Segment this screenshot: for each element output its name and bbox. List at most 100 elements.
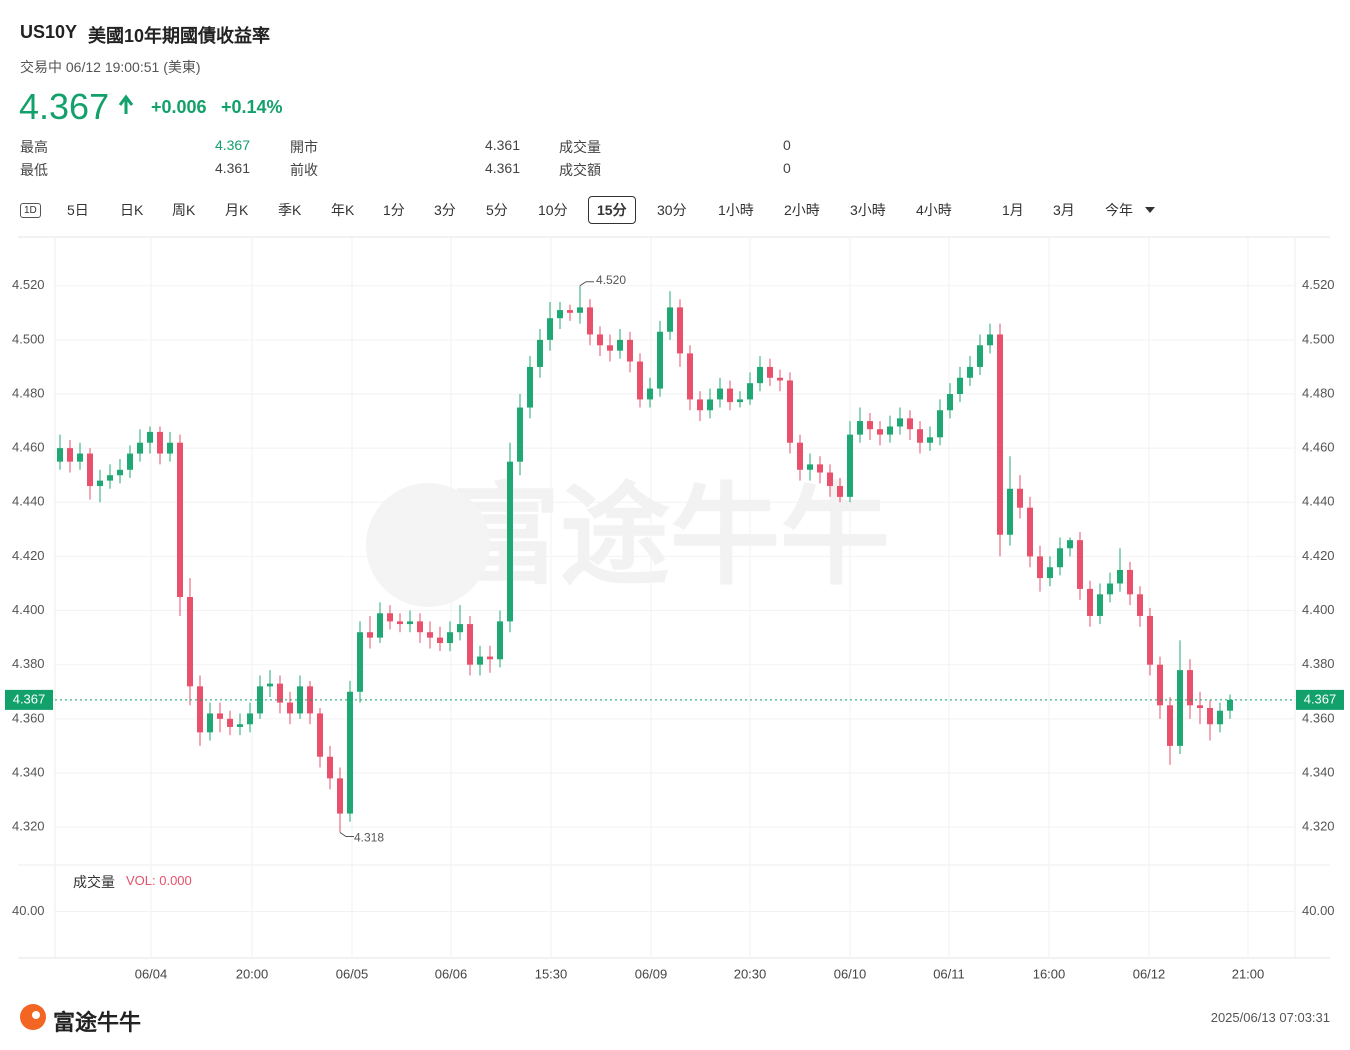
high-pointer — [579, 281, 594, 287]
candle-body — [1207, 708, 1213, 725]
candle-body — [587, 307, 593, 335]
candle-body — [767, 366, 773, 378]
candle-body — [1057, 548, 1063, 568]
candle-body — [1177, 670, 1183, 746]
candle-body — [887, 426, 893, 435]
candle-body — [1007, 488, 1013, 535]
stat-label: 成交量 — [559, 139, 601, 155]
candle-body — [207, 713, 213, 733]
tab[interactable]: 4小時 — [916, 202, 952, 218]
y-tick-label-right: 4.400 — [1302, 602, 1335, 617]
tab[interactable]: 1月 — [1002, 202, 1024, 218]
tab[interactable]: 5分 — [486, 202, 508, 218]
candle-body — [697, 399, 703, 411]
candle-body — [947, 394, 953, 411]
candle-body — [197, 686, 203, 733]
tab[interactable]: 3月 — [1053, 202, 1075, 218]
tab[interactable]: 10分 — [538, 202, 568, 218]
candle-body — [617, 339, 623, 351]
low-pointer — [339, 832, 354, 838]
tab[interactable]: 月K — [225, 202, 249, 218]
y-tick-label: 4.320 — [12, 819, 45, 834]
y-tick-label: 4.460 — [12, 440, 45, 455]
candle-body — [897, 418, 903, 427]
footer-brand: 富途牛牛 — [53, 1010, 142, 1035]
candle-body — [1157, 664, 1163, 706]
stat-label: 前收 — [290, 162, 318, 178]
stat-label: 成交額 — [559, 162, 601, 178]
tab[interactable]: 3小時 — [850, 202, 886, 218]
candle-body — [287, 702, 293, 714]
candle-body — [707, 399, 713, 411]
stat-value: 4.361 — [484, 137, 520, 153]
candle-body — [127, 453, 133, 470]
tab[interactable]: 季K — [278, 202, 302, 218]
dropdown-caret[interactable] — [1145, 207, 1155, 213]
low-label: 4.318 — [354, 831, 384, 845]
candle-body — [1217, 710, 1223, 725]
x-tick-label: 06/11 — [933, 966, 965, 981]
candle-body — [497, 621, 503, 660]
stat-value: 4.361 — [484, 160, 520, 176]
tab[interactable]: 今年 — [1105, 201, 1155, 219]
tab[interactable]: 年K — [331, 202, 355, 218]
candle-body — [367, 632, 373, 638]
candle-body — [107, 475, 113, 481]
y-tick-label-right: 4.320 — [1302, 819, 1335, 834]
tab[interactable]: 1D — [20, 203, 41, 218]
x-tick-label: 21:00 — [1232, 966, 1265, 981]
tab[interactable]: 1小時 — [718, 202, 754, 218]
tab[interactable]: 周K — [172, 202, 196, 218]
footer-timestamp: 2025/06/13 07:03:31 — [1210, 1010, 1330, 1025]
candle-body — [1107, 583, 1113, 595]
candle-body — [597, 334, 603, 346]
candle-body — [477, 656, 483, 665]
candle-body — [737, 399, 743, 403]
candle-body — [1097, 594, 1103, 616]
tab[interactable]: 1分 — [383, 202, 405, 218]
tab[interactable]: 30分 — [657, 202, 687, 218]
candle-body — [827, 472, 833, 487]
candle-body — [227, 718, 233, 727]
x-tick-label: 06/06 — [435, 966, 468, 981]
tab[interactable]: 日K — [120, 202, 144, 218]
x-tick-label: 20:00 — [236, 966, 269, 981]
candle-body — [157, 431, 163, 454]
tab[interactable]: 3分 — [434, 202, 456, 218]
y-tick-label-right: 4.440 — [1302, 494, 1335, 509]
y-tick-label-right: 4.480 — [1302, 385, 1335, 400]
candle-body — [717, 388, 723, 400]
candle-body — [867, 421, 873, 430]
candle-body — [387, 613, 393, 622]
candle-body — [747, 383, 753, 400]
candle-body — [637, 361, 643, 400]
y-tick-label-right: 4.460 — [1302, 440, 1335, 455]
candle-body — [997, 334, 1003, 535]
tab[interactable]: 2小時 — [784, 202, 820, 218]
last-price-tag-right: 4.367 — [1304, 691, 1337, 706]
candle-body — [667, 307, 673, 332]
candle-body — [967, 366, 973, 378]
candle-body — [407, 621, 413, 625]
candle-body — [787, 380, 793, 443]
y-tick-label: 4.340 — [12, 764, 45, 779]
x-tick-label: 20:30 — [734, 966, 767, 981]
candle-body — [1047, 567, 1053, 579]
candle-body — [147, 431, 153, 443]
footer-logo-eye — [32, 1011, 40, 1019]
candle-body — [87, 453, 93, 487]
volume-tick-label: 40.00 — [12, 903, 45, 918]
candle-body — [397, 621, 403, 625]
tab[interactable]: 15分 — [588, 196, 636, 224]
candle-body — [417, 621, 423, 633]
y-tick-label-right: 4.500 — [1302, 331, 1335, 346]
candle-body — [267, 683, 273, 687]
tab[interactable]: 5日 — [67, 202, 89, 218]
candle-body — [917, 429, 923, 443]
candle-body — [987, 334, 993, 346]
candle-body — [137, 442, 143, 454]
candle-body — [1037, 556, 1043, 579]
x-tick-label: 06/04 — [135, 966, 168, 981]
candle-body — [877, 429, 883, 435]
y-tick-label: 4.520 — [12, 277, 45, 292]
